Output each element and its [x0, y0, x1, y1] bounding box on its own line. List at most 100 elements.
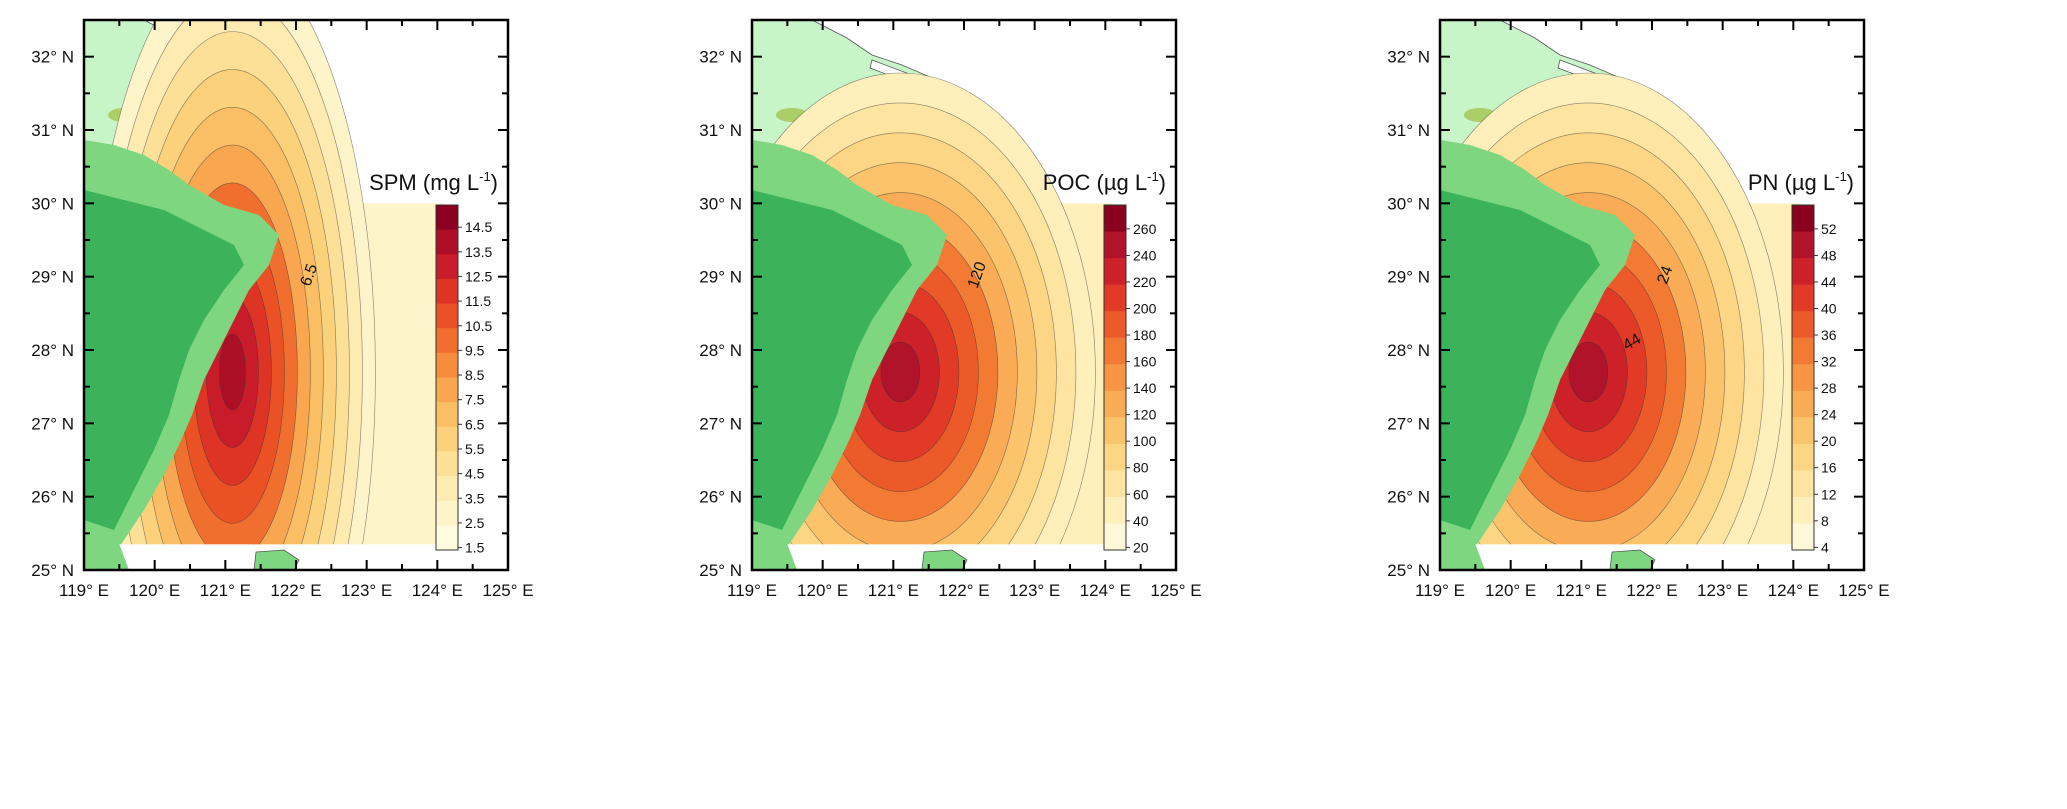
colorbar-segment — [436, 402, 458, 428]
colorbar-segment — [1792, 337, 1814, 365]
colorbar-segment — [436, 377, 458, 403]
colorbar-tick-label: 4 — [1821, 539, 1829, 555]
colorbar-tick-label: 13.5 — [465, 244, 492, 260]
x-tick-label: 122° E — [270, 581, 321, 600]
colorbar-segment — [436, 352, 458, 378]
colorbar-segment — [1792, 364, 1814, 392]
colorbar-tick-label: 80 — [1133, 460, 1149, 476]
y-tick-label: 32° N — [1387, 48, 1430, 67]
colorbar-segment — [1792, 258, 1814, 286]
colorbar-tick-label: 11.5 — [465, 293, 491, 309]
colorbar-tick-label: 260 — [1133, 221, 1157, 237]
x-tick-label: 120° E — [797, 581, 848, 600]
colorbar-tick-label: 140 — [1133, 380, 1157, 396]
colorbar-segment — [1104, 523, 1126, 551]
colorbar-tick-label: 36 — [1821, 327, 1837, 343]
y-tick-label: 27° N — [31, 414, 74, 433]
y-tick-label: 25° N — [1387, 561, 1430, 580]
colorbar-segment — [1104, 496, 1126, 524]
colorbar-segment — [1792, 417, 1814, 445]
colorbar-tick-label: 1.5 — [465, 540, 485, 556]
colorbar-tick-label: 10.5 — [465, 318, 492, 334]
colorbar-segment — [436, 328, 458, 354]
colorbar-segment — [1792, 390, 1814, 418]
axes: 119° E 120° E 121° E 122° E 123° E 124° E 125°… — [699, 19, 1202, 600]
y-tick-label: 27° N — [1387, 414, 1430, 433]
colorbar-tick-label: 7.5 — [465, 392, 485, 408]
x-tick-label: 120° E — [1485, 581, 1536, 600]
x-tick-label: 124° E — [1768, 581, 1819, 600]
colorbar-tick-label: 180 — [1133, 327, 1157, 343]
colorbar-segment — [1104, 311, 1126, 339]
colorbar-segment — [436, 525, 458, 551]
x-tick-label: 125° E — [482, 581, 533, 600]
colorbar-tick-label: 14.5 — [465, 219, 492, 235]
map-panel-pn: 24 44 119° E 120° E 121° E 122° E 123° E 124° E… — [1387, 18, 1890, 600]
y-tick-label: 30° N — [31, 194, 74, 213]
x-tick-label: 119° E — [59, 581, 109, 600]
colorbar-segment — [1104, 443, 1126, 471]
colorbar-tick-label: 60 — [1133, 486, 1149, 502]
x-tick-label: 123° E — [1697, 581, 1748, 600]
colorbar-tick-label: 20 — [1133, 539, 1149, 555]
colorbar-tick-label: 5.5 — [465, 441, 485, 457]
y-tick-label: 29° N — [1387, 268, 1430, 287]
colorbar-tick-label: 52 — [1821, 221, 1837, 237]
contour-band — [880, 341, 921, 403]
x-tick-label: 124° E — [412, 581, 463, 600]
y-tick-label: 26° N — [31, 488, 74, 507]
colorbar-tick-label: 40 — [1133, 513, 1149, 529]
colorbar-tick-label: 6.5 — [465, 416, 485, 432]
axes: 119° E 120° E 121° E 122° E 123° E 124° E 125°… — [31, 19, 534, 600]
colorbar-tick-label: 40 — [1821, 301, 1837, 317]
colorbar-tick-label: 16 — [1821, 460, 1837, 476]
colorbar-segment — [436, 254, 458, 280]
x-tick-label: 122° E — [1626, 581, 1677, 600]
land-mountains-overlay — [84, 190, 244, 550]
y-tick-label: 31° N — [1387, 121, 1430, 140]
colorbar-segment — [1792, 443, 1814, 471]
panel-title: POC (µg L-1) — [1043, 169, 1166, 195]
colorbar: 52 48 44 40 36 32 28 24 20 16 12 8 4 — [1791, 204, 1837, 555]
colorbar: 14.5 13.5 12.5 11.5 10.5 9.5 8.5 7.5 6.5 5.5 4.5 3.… — [435, 204, 492, 556]
x-tick-label: 120° E — [129, 581, 180, 600]
colorbar-tick-label: 32 — [1821, 354, 1837, 370]
y-tick-label: 30° N — [1387, 194, 1430, 213]
y-tick-label: 31° N — [699, 121, 742, 140]
colorbar-segment — [1792, 470, 1814, 498]
y-tick-label: 26° N — [1387, 488, 1430, 507]
x-tick-label: 125° E — [1150, 581, 1201, 600]
map-area: 6.5 — [84, 20, 508, 570]
y-tick-label: 25° N — [699, 561, 742, 580]
y-tick-label: 28° N — [31, 341, 74, 360]
y-tick-label: 28° N — [699, 341, 742, 360]
land-mountains-overlay — [752, 190, 912, 550]
y-tick-label: 25° N — [31, 561, 74, 580]
colorbar-tick-label: 3.5 — [465, 490, 485, 506]
land-southwest — [752, 520, 797, 570]
contour-band — [1568, 341, 1609, 403]
map-area: 120 — [752, 20, 1176, 570]
map-area: 24 44 — [1440, 20, 1864, 570]
colorbar-frame — [435, 204, 459, 551]
y-tick-label: 26° N — [699, 488, 742, 507]
land-southwest — [1440, 520, 1485, 570]
colorbar-segment — [1792, 496, 1814, 524]
colorbar-tick-label: 8.5 — [465, 367, 485, 383]
colorbar-segment — [1104, 205, 1126, 233]
colorbar-tick-label: 100 — [1133, 433, 1157, 449]
y-tick-label: 32° N — [699, 48, 742, 67]
contour-label: 6.5 — [298, 262, 322, 289]
y-tick-label: 29° N — [31, 268, 74, 287]
x-tick-label: 122° E — [938, 581, 989, 600]
colorbar-tick-label: 2.5 — [465, 515, 485, 531]
colorbar-segment — [436, 205, 458, 231]
axes: 119° E 120° E 121° E 122° E 123° E 124° E 125°… — [1387, 19, 1890, 600]
colorbar-segment — [1104, 284, 1126, 312]
colorbar-segment — [1792, 205, 1814, 233]
colorbar-segment — [1104, 231, 1126, 259]
colorbar-segment — [436, 476, 458, 502]
